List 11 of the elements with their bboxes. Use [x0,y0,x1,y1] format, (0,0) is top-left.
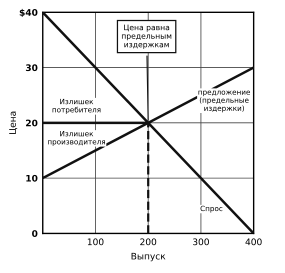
y-tick-label: 0 [32,230,38,237]
y-tick-label: 10 [26,174,38,182]
y-tick-label: $40 [20,8,38,18]
x-tick-label: 400 [245,238,262,246]
x-tick-label: 100 [88,238,104,246]
x-tick-label: 200 [140,238,156,246]
x-axis-title: Выпуск [132,252,166,262]
y-tick-label: 20 [26,120,38,126]
y-tick-label: 30 [26,64,38,72]
y-axis-title: Цена [9,112,18,134]
x-tick-label: 300 [192,238,209,246]
